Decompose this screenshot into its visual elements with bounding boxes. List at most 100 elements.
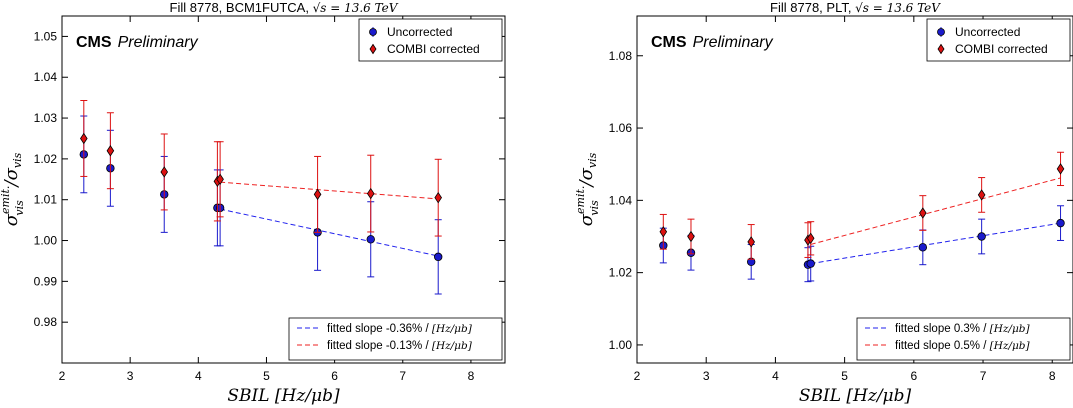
legend-box bbox=[358, 18, 503, 62]
y-label-sub: vis bbox=[13, 200, 26, 216]
x-tick-label: 6 bbox=[910, 369, 917, 383]
y-tick-label: 1.00 bbox=[34, 234, 58, 248]
fit-slope-unit: [Hz/μb] bbox=[432, 323, 473, 335]
data-point bbox=[977, 189, 986, 201]
y-label-tail: /σ bbox=[576, 167, 597, 192]
data-point bbox=[366, 235, 375, 244]
series-uncorrected bbox=[659, 205, 1065, 283]
legend-box bbox=[856, 317, 1071, 361]
series-uncorrected bbox=[79, 115, 443, 295]
chart-title-text: Fill 8778, PLT, bbox=[770, 0, 855, 15]
fit-slope-unit: [Hz/μb] bbox=[432, 340, 473, 352]
legend-box bbox=[926, 18, 1071, 62]
fit-slope-text: fitted slope 0.5% / bbox=[895, 340, 990, 352]
fit-slope-text: fitted slope -0.36% / bbox=[327, 323, 432, 335]
fit-line-1 bbox=[810, 222, 1061, 265]
x-tick-label: 4 bbox=[195, 369, 202, 383]
legend-fit-label: fitted slope 0.5% / [Hz/μb] bbox=[895, 340, 1030, 352]
legend-label: Uncorrected bbox=[955, 25, 1020, 39]
chart-panel-1: Fill 8778, BCM1FUTCA, √s = 13.6 TeV 2 3 4 5 6… bbox=[0, 0, 506, 406]
watermark-italic: Preliminary bbox=[693, 34, 774, 51]
x-axis-label: SBIL [Hz/μb] bbox=[799, 386, 912, 406]
data-point bbox=[806, 259, 815, 268]
fit-slope-unit: [Hz/μb] bbox=[990, 323, 1031, 335]
y-tick-label: 1.03 bbox=[34, 111, 58, 125]
chart-panel-2: Fill 8778, PLT, √s = 13.6 TeV 2 3 4 5 6 7 8 1.00… bbox=[574, 0, 1073, 406]
legend-fit-label: fitted slope -0.36% / [Hz/μb] bbox=[327, 323, 473, 335]
y-axis-label: σemit.vis /σvis bbox=[574, 152, 601, 226]
y-tick-label: 1.05 bbox=[34, 29, 58, 43]
y-tick-label: 1.02 bbox=[609, 266, 633, 280]
x-tick-label: 3 bbox=[127, 369, 134, 383]
data-point bbox=[216, 173, 224, 186]
x-tick-label: 3 bbox=[703, 369, 710, 383]
x-tick-label: 7 bbox=[980, 369, 987, 383]
data-point bbox=[977, 232, 986, 241]
x-tick-label: 2 bbox=[59, 369, 66, 383]
y-tick-label: 0.98 bbox=[34, 315, 58, 329]
y-tick-label: 1.02 bbox=[34, 152, 58, 166]
data-point bbox=[1056, 163, 1065, 175]
legend-marker-diamond bbox=[937, 43, 945, 55]
chart-title-text: Fill 8778, BCM1FUTCA, bbox=[170, 0, 313, 15]
y-axis-label: σemit.vis /σvis bbox=[0, 152, 26, 226]
y-tick-label: 0.99 bbox=[34, 274, 58, 288]
x-tick-label: 4 bbox=[772, 369, 779, 383]
data-point bbox=[160, 166, 169, 178]
y-label-tail-sub: vis bbox=[586, 152, 599, 168]
y-label-sup: emit. bbox=[0, 186, 12, 214]
legend-series: Uncorrected COMBI corrected bbox=[358, 18, 503, 62]
plot-frame bbox=[636, 15, 1073, 364]
data-point bbox=[434, 252, 443, 262]
x-tick-label: 5 bbox=[263, 369, 270, 383]
y-label-sigma: σ bbox=[576, 213, 597, 226]
fit-slope-text: fitted slope -0.13% / bbox=[327, 340, 432, 352]
legend-fits: fitted slope 0.3% / [Hz/μb]fitted slope … bbox=[856, 317, 1071, 361]
legend-fit-label: fitted slope 0.3% / [Hz/μb] bbox=[895, 323, 1030, 335]
chart-title: Fill 8778, BCM1FUTCA, √s = 13.6 TeV bbox=[170, 0, 399, 15]
y-tick-label: 1.08 bbox=[609, 49, 633, 63]
legend-fits: fitted slope -0.36% / [Hz/μb]fitted slop… bbox=[288, 317, 503, 361]
watermark-bold: CMS bbox=[651, 34, 687, 51]
data-point bbox=[434, 191, 442, 204]
x-tick-label: 8 bbox=[468, 369, 475, 383]
y-tick-label: 1.00 bbox=[609, 338, 633, 352]
data-point bbox=[687, 230, 695, 243]
fit-slope-text: fitted slope 0.3% / bbox=[895, 323, 990, 335]
legend-marker-circle bbox=[937, 28, 945, 36]
y-tick-label: 1.04 bbox=[609, 193, 633, 207]
data-point bbox=[80, 132, 88, 145]
y-label-sub: vis bbox=[588, 200, 601, 216]
legend-label: COMBI corrected bbox=[955, 42, 1048, 56]
y-label-sigma: σ bbox=[1, 213, 22, 226]
legend-marker-diamond bbox=[369, 43, 377, 55]
data-point bbox=[747, 236, 755, 248]
cms-watermark: CMS Preliminary bbox=[76, 34, 199, 51]
legend-label: COMBI corrected bbox=[387, 42, 480, 56]
legend-fit-label: fitted slope -0.13% / [Hz/μb] bbox=[327, 340, 473, 352]
x-tick-label: 8 bbox=[1049, 369, 1056, 383]
watermark-italic: Preliminary bbox=[118, 34, 199, 51]
watermark-bold: CMS bbox=[76, 34, 112, 51]
x-axis-label: SBIL [Hz/μb] bbox=[227, 386, 340, 406]
data-point bbox=[313, 188, 322, 201]
data-point bbox=[1056, 218, 1065, 228]
chart-title-energy: √s = 13.6 TeV bbox=[855, 1, 941, 15]
legend-series: Uncorrected COMBI corrected bbox=[926, 18, 1071, 62]
fit-slope-unit: [Hz/μb] bbox=[990, 340, 1031, 352]
x-tick-label: 5 bbox=[841, 369, 848, 383]
plot-frame bbox=[61, 15, 506, 364]
y-tick-label: 1.01 bbox=[34, 193, 58, 207]
data-point bbox=[806, 232, 815, 245]
data-point bbox=[918, 243, 928, 252]
data-point bbox=[366, 187, 375, 200]
x-tick-label: 6 bbox=[331, 369, 338, 383]
chart-title: Fill 8778, PLT, √s = 13.6 TeV bbox=[770, 0, 941, 15]
fit-line-2 bbox=[810, 177, 1061, 245]
series-combi-corrected bbox=[80, 100, 442, 237]
y-tick-label: 1.06 bbox=[609, 121, 633, 135]
data-point bbox=[919, 207, 927, 219]
x-tick-label: 2 bbox=[634, 369, 641, 383]
y-label-tail-sub: vis bbox=[11, 152, 24, 168]
